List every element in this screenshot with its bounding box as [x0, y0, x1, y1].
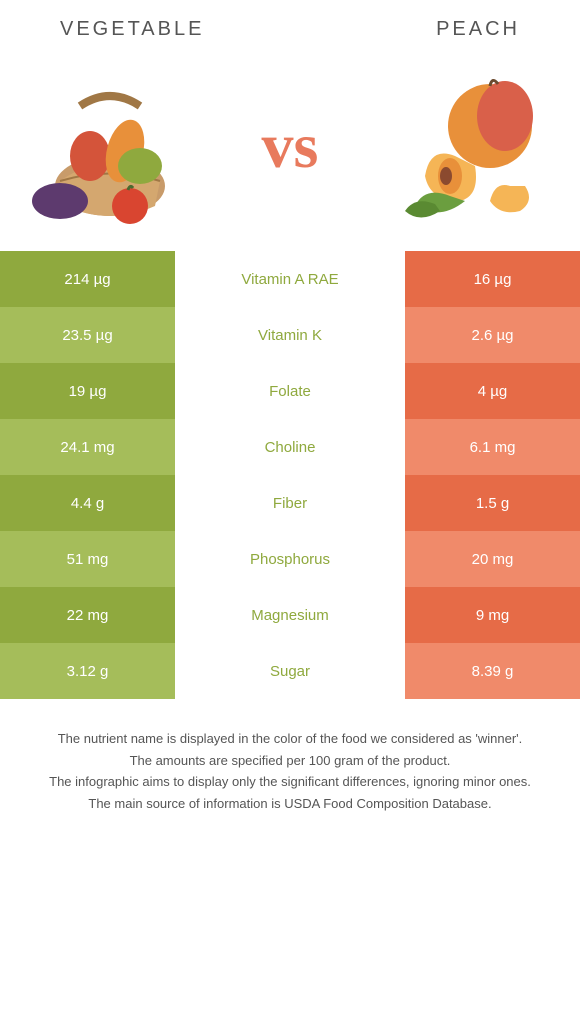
footer-line-2: The amounts are specified per 100 gram o…: [25, 751, 555, 771]
right-value: 9 mg: [405, 587, 580, 643]
table-row: 51 mgPhosphorus20 mg: [0, 531, 580, 587]
right-value: 2.6 µg: [405, 307, 580, 363]
nutrient-label: Sugar: [175, 643, 405, 699]
vegetable-image: [30, 66, 200, 226]
nutrient-label: Phosphorus: [175, 531, 405, 587]
nutrient-label: Fiber: [175, 475, 405, 531]
left-value: 24.1 mg: [0, 419, 175, 475]
footer-line-1: The nutrient name is displayed in the co…: [25, 729, 555, 749]
left-value: 22 mg: [0, 587, 175, 643]
comparison-table: 214 µgVitamin A RAE16 µg23.5 µgVitamin K…: [0, 251, 580, 699]
right-food-title: Peach: [436, 18, 520, 41]
right-value: 16 µg: [405, 251, 580, 307]
images-row: vs: [0, 51, 580, 251]
table-row: 4.4 gFiber1.5 g: [0, 475, 580, 531]
footer-notes: The nutrient name is displayed in the co…: [0, 699, 580, 835]
peach-image: [380, 66, 550, 226]
left-value: 23.5 µg: [0, 307, 175, 363]
left-value: 4.4 g: [0, 475, 175, 531]
footer-line-4: The main source of information is USDA F…: [25, 794, 555, 814]
nutrient-label: Choline: [175, 419, 405, 475]
nutrient-label: Folate: [175, 363, 405, 419]
left-value: 3.12 g: [0, 643, 175, 699]
table-row: 19 µgFolate4 µg: [0, 363, 580, 419]
table-row: 3.12 gSugar8.39 g: [0, 643, 580, 699]
nutrient-label: Magnesium: [175, 587, 405, 643]
left-value: 214 µg: [0, 251, 175, 307]
left-food-title: Vegetable: [60, 18, 204, 41]
right-value: 4 µg: [405, 363, 580, 419]
table-row: 24.1 mgCholine6.1 mg: [0, 419, 580, 475]
table-row: 23.5 µgVitamin K2.6 µg: [0, 307, 580, 363]
right-value: 1.5 g: [405, 475, 580, 531]
header-row: Vegetable Peach: [0, 0, 580, 51]
right-value: 6.1 mg: [405, 419, 580, 475]
footer-line-3: The infographic aims to display only the…: [25, 772, 555, 792]
table-row: 214 µgVitamin A RAE16 µg: [0, 251, 580, 307]
right-value: 20 mg: [405, 531, 580, 587]
right-value: 8.39 g: [405, 643, 580, 699]
vs-label: vs: [262, 109, 319, 183]
table-row: 22 mgMagnesium9 mg: [0, 587, 580, 643]
nutrient-label: Vitamin K: [175, 307, 405, 363]
left-value: 19 µg: [0, 363, 175, 419]
left-value: 51 mg: [0, 531, 175, 587]
nutrient-label: Vitamin A RAE: [175, 251, 405, 307]
